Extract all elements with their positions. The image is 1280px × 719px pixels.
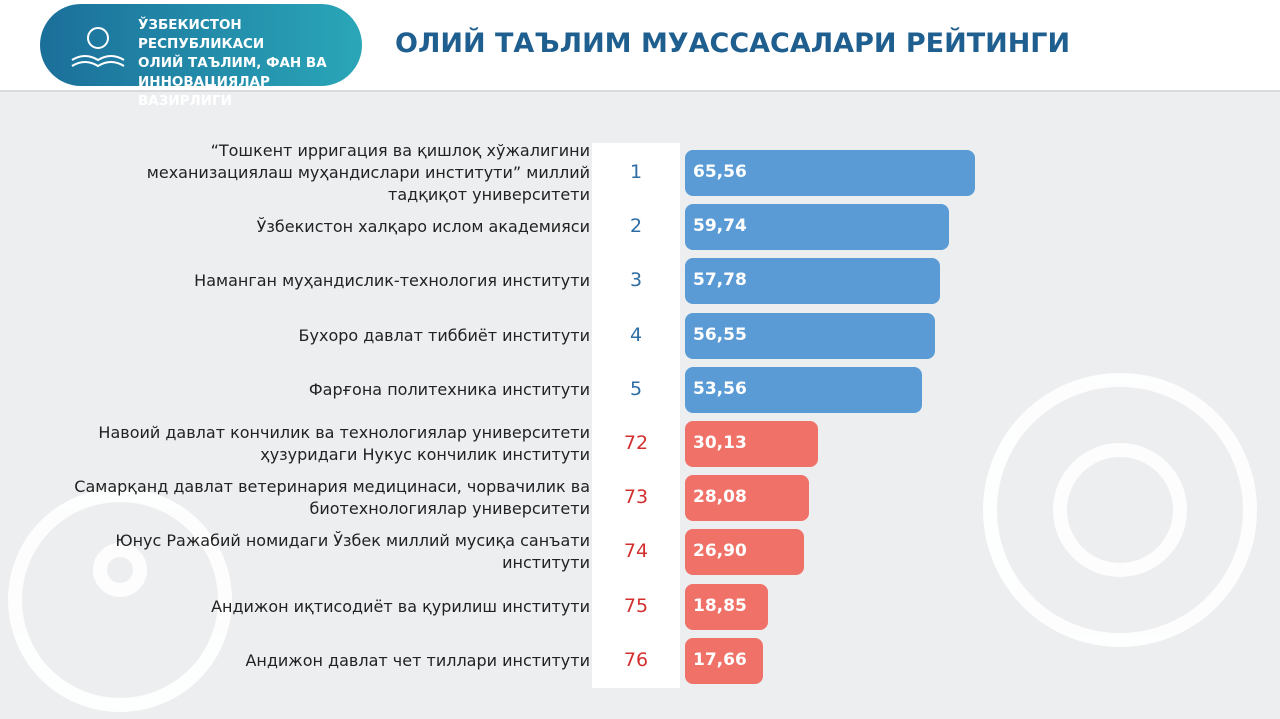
- bar: [685, 529, 804, 576]
- ministry-line: ЎЗБЕКИСТОН РЕСПУБЛИКАСИ: [138, 17, 265, 52]
- value-label: 56,55: [693, 324, 747, 345]
- rank-label: 4: [629, 323, 643, 346]
- ministry-line: ИННОВАЦИЯЛАР ВАЗИРЛИГИ: [138, 74, 270, 109]
- bar: [685, 421, 819, 467]
- category-label: Ўзбекистон халқаро ислом академияси: [256, 217, 590, 237]
- value-label: 30,13: [693, 433, 747, 453]
- bar: [685, 637, 764, 684]
- header: ЎЗБЕКИСТОН РЕСПУБЛИКАСИ ОЛИЙ ТАЪЛИМ, ФАН …: [0, 0, 1280, 109]
- value-label: 65,56: [693, 162, 747, 182]
- ministry-name: ЎЗБЕКИСТОН РЕСПУБЛИКАСИ ОЛИЙ ТАЪЛИМ, ФАН …: [138, 16, 362, 111]
- ministry-logo: ЎЗБЕКИСТОН РЕСПУБЛИКАСИ ОЛИЙ ТАЪЛИМ, ФАН …: [40, 4, 362, 109]
- bar: [685, 258, 941, 305]
- category-label: “Тошкент ирригация ва қишлоқ хўжалигини …: [146, 141, 590, 204]
- bar: [685, 312, 935, 359]
- bar: [685, 475, 810, 522]
- rank-label: 1: [629, 161, 643, 183]
- ministry-line: ОЛИЙ ТАЪЛИМ, ФАН ВА: [138, 55, 327, 71]
- logo-icon: [71, 27, 125, 68]
- value-label: 28,08: [693, 487, 747, 508]
- value-label: 17,66: [693, 649, 747, 670]
- bar: [685, 204, 950, 251]
- chart-title: ОЛИЙ ТАЪЛИМ МУАССАСАЛАРИ РЕЙТИНГИ: [395, 28, 1071, 59]
- category-label: Навоий давлат кончилик ва технологиялар …: [98, 423, 590, 464]
- category-label: Бухоро давлат тиббиёт институти: [298, 325, 590, 345]
- rank-label: 76: [623, 648, 649, 671]
- value-label: 53,56: [693, 378, 747, 399]
- category-label: Андижон иқтисодиёт ва қурилиш институти: [211, 596, 590, 616]
- rank-label: 5: [629, 377, 643, 400]
- category-label: Самарқанд давлат ветеринария медицинаси,…: [74, 477, 590, 519]
- bar: [685, 366, 922, 413]
- category-label: Андижон давлат чет тиллари институти: [245, 650, 590, 670]
- value-label: 57,78: [693, 270, 747, 291]
- category-label: Юнус Ражабий номидаги Ўзбек миллий мусиқ…: [115, 531, 590, 573]
- rank-label: 3: [629, 269, 643, 292]
- bar: [685, 583, 769, 630]
- rank-label: 74: [623, 540, 649, 563]
- rank-label: 2: [629, 215, 643, 238]
- bar: [685, 150, 975, 196]
- value-label: 26,90: [693, 541, 747, 562]
- value-label: 59,74: [693, 216, 747, 237]
- category-label: Наманган муҳандислик-технология институт…: [194, 271, 590, 291]
- rank-label: 73: [623, 486, 649, 509]
- rank-column: [592, 143, 680, 688]
- category-label: Фарғона политехника институти: [308, 379, 590, 399]
- rank-label: 75: [623, 594, 649, 617]
- rank-label: 72: [623, 432, 649, 454]
- value-label: 18,85: [693, 595, 747, 616]
